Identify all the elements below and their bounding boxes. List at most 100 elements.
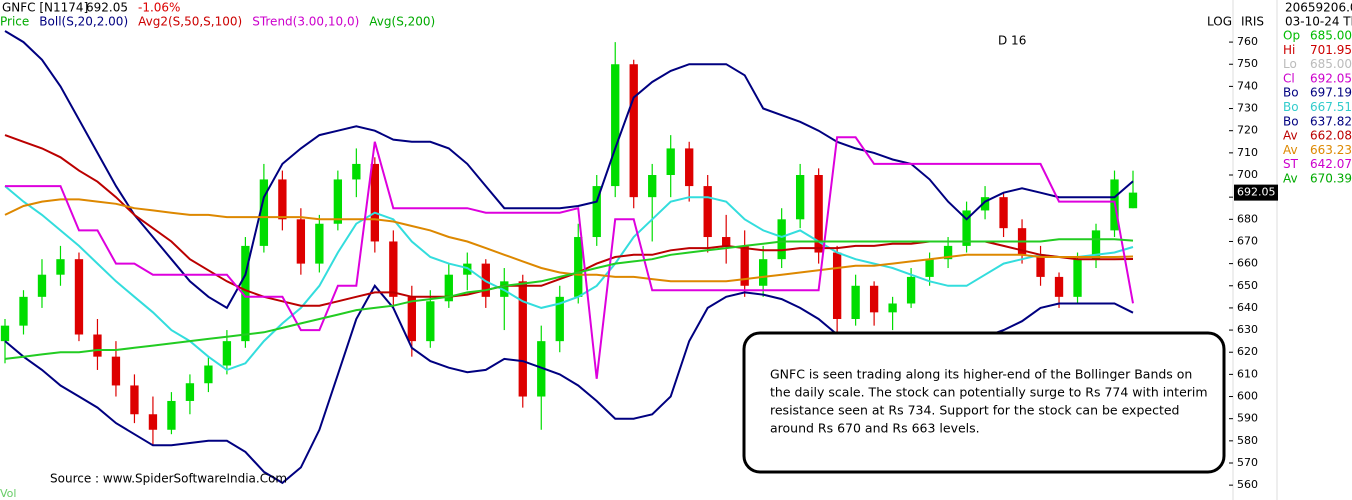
annotation-box: [742, 331, 1226, 474]
source: Source : www.SpiderSoftwareIndia.Com: [50, 472, 287, 486]
readout-value: 637.82: [1310, 114, 1352, 128]
candle-body: [0, 325, 10, 342]
y-tick-label: 650: [1237, 279, 1258, 292]
marker-label: D 16: [998, 34, 1026, 48]
candle-body: [315, 223, 324, 264]
candle-body: [685, 148, 694, 187]
legend-entry: Price: [0, 15, 29, 29]
indicator-line: [4, 198, 1134, 283]
y-tick-label: 760: [1237, 35, 1258, 48]
readout-value: 663.23: [1310, 143, 1352, 157]
candle-body: [777, 219, 786, 260]
readout-label: Av: [1283, 172, 1298, 186]
price-tag: 692.05: [1237, 186, 1276, 199]
candle-body: [352, 163, 361, 180]
candle-body: [241, 245, 250, 342]
annotation-line: the daily scale. The stock can potential…: [770, 385, 1208, 400]
indicator-line: [5, 136, 1134, 379]
candle-body: [259, 179, 269, 246]
y-tick-label: 560: [1237, 478, 1258, 491]
readout-label: Av: [1283, 143, 1298, 157]
y-tick-label: 720: [1237, 124, 1258, 137]
y-tick-label: 590: [1237, 412, 1258, 425]
candle-body: [444, 274, 453, 302]
candle-body: [759, 259, 768, 286]
y-tick-label: 710: [1237, 146, 1258, 159]
y-tick-label: 580: [1237, 434, 1258, 447]
candle-body: [222, 341, 232, 366]
candle-body: [814, 175, 823, 253]
y-tick-label: 700: [1237, 168, 1258, 181]
candle-body: [869, 285, 879, 313]
candle-body: [537, 341, 546, 397]
y-tick-label: 670: [1237, 234, 1258, 247]
candle-body: [278, 179, 287, 220]
readout-value: 662.08: [1310, 129, 1352, 143]
y-tick-label: 660: [1237, 257, 1258, 270]
readout-value: 701.95: [1310, 43, 1352, 57]
y-tick-label: 680: [1237, 212, 1258, 225]
plot-area: [0, 30, 1138, 485]
last-price: 692.05: [86, 1, 128, 15]
candle-body: [518, 281, 527, 397]
candle-body: [204, 365, 213, 384]
readout-value: 685.00: [1310, 57, 1352, 71]
candle-body: [389, 241, 398, 297]
y-tick-label: 750: [1237, 57, 1258, 70]
readout-header: 20659206.00: [1285, 1, 1352, 15]
candle-body: [611, 64, 620, 187]
candle-body: [1054, 276, 1064, 297]
candle-body: [648, 175, 657, 198]
candle-body: [19, 296, 28, 326]
candle-body: [333, 179, 343, 224]
price-tag-box: [1234, 184, 1278, 201]
indicator-line: [4, 185, 1134, 372]
candle-body: [851, 285, 860, 319]
candle-body: [37, 274, 47, 297]
candle-body: [74, 259, 84, 335]
y-tick-label: 570: [1237, 456, 1258, 469]
candle-body: [111, 356, 121, 386]
readout-label: Lo: [1283, 57, 1297, 71]
readout-value: 685.00: [1310, 29, 1352, 43]
y-tick-label: 630: [1237, 323, 1258, 336]
candle-body: [999, 197, 1008, 229]
candle-body: [1128, 192, 1138, 209]
candle-body: [56, 259, 65, 275]
y-tick-label: 640: [1237, 301, 1258, 314]
legend-entry: Avg2(S,50,S,100): [138, 15, 242, 29]
candle-body: [962, 210, 971, 246]
readout-label: ST: [1283, 157, 1299, 171]
candle-body: [574, 237, 583, 297]
scale-label: LOG: [1207, 15, 1232, 29]
readout-label: Op: [1283, 29, 1300, 43]
readout-value: 642.07: [1310, 157, 1352, 171]
candle-body: [722, 237, 731, 246]
candle-body: [906, 276, 916, 304]
price-change: -1.06%: [138, 1, 180, 15]
y-tick-label: 610: [1237, 367, 1258, 380]
candle-body: [740, 245, 749, 286]
indicator-line: [4, 30, 1134, 310]
readout-label: Av: [1283, 129, 1298, 143]
candle-body: [185, 383, 195, 401]
annotation-line: around Rs 670 and Rs 663 levels.: [770, 421, 980, 436]
readout-label: Bo: [1283, 100, 1299, 114]
annotation-line: resistance seen at Rs 734. Support for t…: [770, 403, 1179, 418]
candle-body: [148, 414, 158, 430]
candle-body: [130, 385, 139, 415]
legend-entry: STrend(3.00,10,0): [252, 15, 359, 29]
candle-body: [296, 219, 306, 264]
candle-body: [426, 301, 435, 342]
readout-value: 692.05: [1310, 71, 1352, 85]
indicator-line: [4, 238, 1134, 360]
candle-body: [925, 259, 934, 277]
y-tick-label: 740: [1237, 79, 1258, 92]
readout-label: Hi: [1283, 43, 1295, 57]
candle-body: [555, 296, 564, 342]
panel-label: IRIS: [1241, 15, 1264, 29]
candle-body: [703, 186, 712, 238]
annotation-line: GNFC is seen trading along its higher-en…: [770, 367, 1192, 382]
candle-body: [888, 303, 897, 313]
